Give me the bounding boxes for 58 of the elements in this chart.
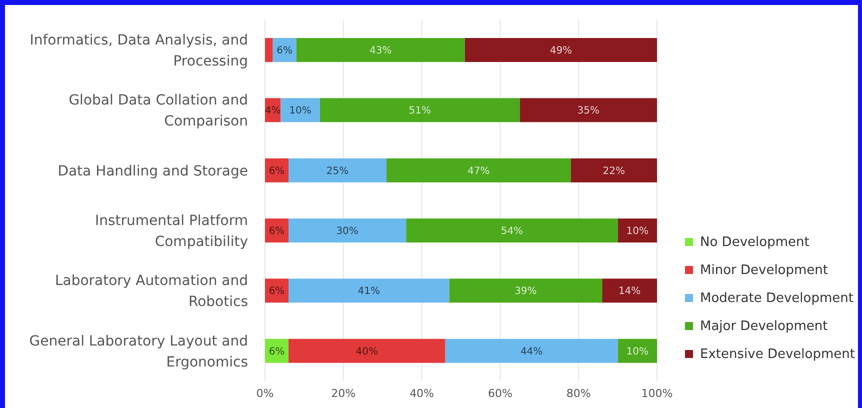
data-label: 35% [577, 106, 600, 117]
data-label: 49% [550, 46, 572, 56]
bar [265, 38, 273, 62]
bar [520, 98, 657, 122]
bar [602, 278, 657, 303]
y-tick-label: Informatics, Data Analysis, and Processing [30, 32, 248, 70]
legend-label: Major Development [700, 318, 828, 334]
legend-label: Moderate Development [700, 290, 854, 306]
bar [386, 158, 571, 182]
x-tick-label: 20% [331, 386, 356, 400]
data-label: 43% [370, 46, 392, 56]
data-label: 44% [520, 346, 543, 358]
x-tick-label: 60% [488, 386, 512, 400]
data-label: 41% [358, 286, 380, 298]
y-tick-label: Data Handling and Storage [58, 163, 248, 180]
data-label: 54% [500, 226, 524, 237]
y-tick-label: Instrumental Platform Compatibility [95, 213, 248, 250]
bar [288, 158, 387, 182]
x-tick-label: 40% [410, 386, 434, 400]
data-label: 22% [602, 166, 625, 177]
bar [449, 278, 602, 303]
data-label: 10% [626, 346, 649, 358]
x-tick-label: 80% [566, 386, 591, 400]
data-label: 40% [356, 346, 378, 358]
y-tick-label: General Laboratory Layout and Ergonomics [29, 333, 248, 370]
bar [618, 338, 657, 363]
data-label: 10% [289, 106, 312, 117]
data-label: 51% [408, 106, 431, 117]
data-label: 25% [326, 166, 349, 177]
bar [288, 278, 450, 303]
data-label: 6% [268, 226, 285, 237]
bar [288, 338, 446, 363]
bar [320, 98, 520, 122]
data-label: 6% [268, 286, 285, 298]
bar [288, 218, 406, 242]
legend-label: Extensive Development [700, 346, 855, 362]
data-label: 6% [268, 166, 285, 177]
data-label: 30% [336, 226, 358, 237]
x-tick-label: 0% [256, 386, 274, 400]
data-label: 39% [514, 286, 537, 298]
bar [280, 98, 320, 122]
data-label: 10% [626, 226, 649, 237]
bar [445, 338, 618, 363]
data-label: 4% [264, 106, 281, 117]
bar [296, 38, 465, 62]
data-label: 47% [468, 166, 490, 177]
y-tick-label: Laboratory Automation and Robotics [54, 273, 248, 310]
bar [406, 218, 618, 242]
data-label: 14% [618, 286, 641, 298]
x-tick-label: 100% [641, 386, 673, 400]
y-tick-label: Global Data Collation and Comparison [68, 92, 248, 130]
legend-label: No Development [700, 234, 810, 250]
bar [464, 38, 657, 62]
bar [570, 158, 657, 182]
data-label: 6% [276, 46, 293, 56]
bar [618, 218, 657, 242]
data-label: 6% [268, 346, 285, 358]
legend-label: Minor Development [700, 262, 828, 278]
